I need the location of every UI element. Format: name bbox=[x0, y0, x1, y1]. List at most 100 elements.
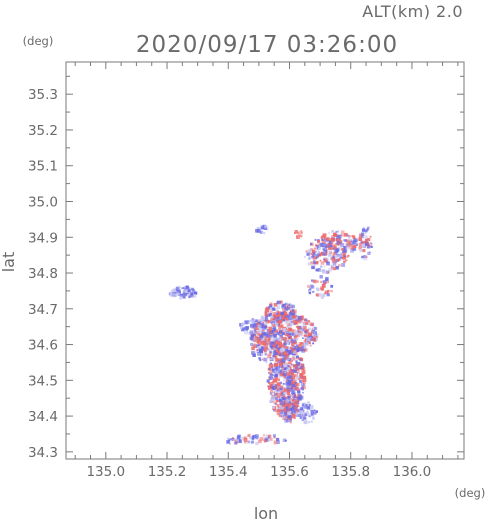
echo-cell bbox=[258, 357, 261, 360]
echo-cell bbox=[279, 369, 283, 373]
echo-cell bbox=[251, 346, 255, 351]
echo-cell bbox=[355, 243, 358, 246]
echo-cell bbox=[283, 364, 288, 368]
echo-cell bbox=[257, 324, 262, 329]
echo-cell bbox=[307, 262, 311, 266]
echo-cell bbox=[291, 394, 294, 397]
echo-cell bbox=[277, 319, 281, 323]
echo-cell bbox=[241, 327, 245, 332]
echo-cell bbox=[311, 330, 316, 335]
echo-cell bbox=[310, 331, 313, 334]
echo-cell bbox=[295, 383, 298, 386]
echo-cell bbox=[256, 349, 259, 351]
echo-cell bbox=[252, 343, 256, 347]
echo-cell bbox=[261, 358, 264, 361]
echo-cell bbox=[327, 253, 332, 258]
echo-cell bbox=[321, 287, 324, 291]
echo-cell bbox=[345, 245, 350, 250]
echo-cell bbox=[361, 241, 366, 245]
echo-cell bbox=[331, 242, 334, 245]
echo-cell bbox=[292, 414, 296, 418]
echo-cell bbox=[272, 343, 276, 347]
echo-cell bbox=[179, 297, 182, 300]
echo-cell bbox=[275, 365, 280, 370]
echo-cell bbox=[297, 390, 301, 394]
echo-cell bbox=[285, 385, 289, 389]
echo-cell bbox=[192, 294, 197, 298]
echo-cell bbox=[285, 411, 289, 415]
echo-cell bbox=[261, 357, 265, 360]
echo-cell bbox=[307, 404, 310, 408]
chart-title: 2020/09/17 03:26:00 bbox=[136, 32, 398, 58]
echo-cell bbox=[346, 255, 349, 258]
echo-cell bbox=[286, 367, 290, 371]
echo-cell bbox=[307, 284, 311, 288]
echo-cell bbox=[293, 403, 296, 406]
echo-cell bbox=[176, 291, 180, 295]
echo-cell bbox=[252, 329, 255, 333]
echo-cell bbox=[283, 336, 286, 340]
echo-cell bbox=[289, 387, 294, 392]
echo-cell bbox=[336, 242, 340, 246]
echo-cell bbox=[260, 340, 264, 345]
echo-cell bbox=[184, 289, 189, 293]
echo-cell bbox=[267, 339, 271, 342]
echo-cell bbox=[271, 334, 274, 337]
echo-cell bbox=[269, 384, 273, 387]
echo-cell bbox=[320, 265, 323, 268]
echo-cell bbox=[256, 227, 260, 231]
echo-cell bbox=[274, 362, 279, 367]
echo-cell bbox=[276, 404, 280, 407]
echo-cell bbox=[290, 421, 292, 424]
echo-cell bbox=[297, 362, 302, 366]
echo-cell bbox=[296, 401, 300, 405]
echo-cell bbox=[331, 230, 334, 233]
echo-cell bbox=[271, 357, 275, 361]
echo-cell bbox=[278, 341, 282, 346]
x-tick-label: 136.0 bbox=[393, 464, 432, 480]
echo-cell bbox=[298, 365, 301, 368]
echo-cell bbox=[273, 314, 276, 317]
echo-cell bbox=[251, 437, 255, 441]
echo-cell bbox=[286, 325, 291, 329]
echo-cell bbox=[291, 381, 295, 385]
echo-cell bbox=[308, 322, 311, 326]
echo-cell bbox=[323, 241, 326, 245]
echo-cell bbox=[249, 330, 253, 334]
echo-cell bbox=[293, 370, 297, 373]
echo-cell bbox=[279, 328, 282, 330]
echo-cell bbox=[269, 376, 273, 380]
echo-cell bbox=[263, 232, 266, 235]
echo-cell bbox=[247, 440, 251, 444]
echo-cell bbox=[304, 330, 308, 334]
echo-cell bbox=[308, 421, 311, 424]
echo-cell bbox=[336, 240, 341, 245]
echo-cell bbox=[258, 346, 262, 350]
echo-cell bbox=[173, 293, 177, 298]
echo-cell bbox=[287, 346, 292, 350]
echo-cell bbox=[292, 315, 296, 319]
echo-cell bbox=[282, 408, 287, 413]
echo-cell bbox=[262, 318, 265, 321]
echo-cell bbox=[258, 348, 262, 352]
echo-cell bbox=[285, 407, 289, 410]
echo-cell bbox=[293, 309, 297, 313]
echo-cell bbox=[336, 248, 340, 252]
echo-cell bbox=[276, 313, 278, 315]
echo-cell bbox=[365, 255, 368, 259]
echo-cell bbox=[340, 256, 343, 259]
echo-cell bbox=[301, 418, 304, 422]
echo-cell bbox=[275, 400, 279, 403]
echo-cell bbox=[284, 306, 289, 311]
echo-cell bbox=[313, 332, 317, 336]
echo-cell bbox=[300, 342, 303, 345]
echo-cell bbox=[276, 317, 279, 320]
echo-cell bbox=[332, 247, 336, 250]
echo-cell bbox=[275, 358, 279, 362]
echo-cell bbox=[245, 320, 249, 324]
echo-cell bbox=[268, 372, 270, 374]
echo-cell bbox=[289, 402, 292, 406]
echo-cell bbox=[284, 342, 287, 346]
echo-cell bbox=[300, 235, 303, 238]
echo-cell bbox=[295, 399, 299, 403]
